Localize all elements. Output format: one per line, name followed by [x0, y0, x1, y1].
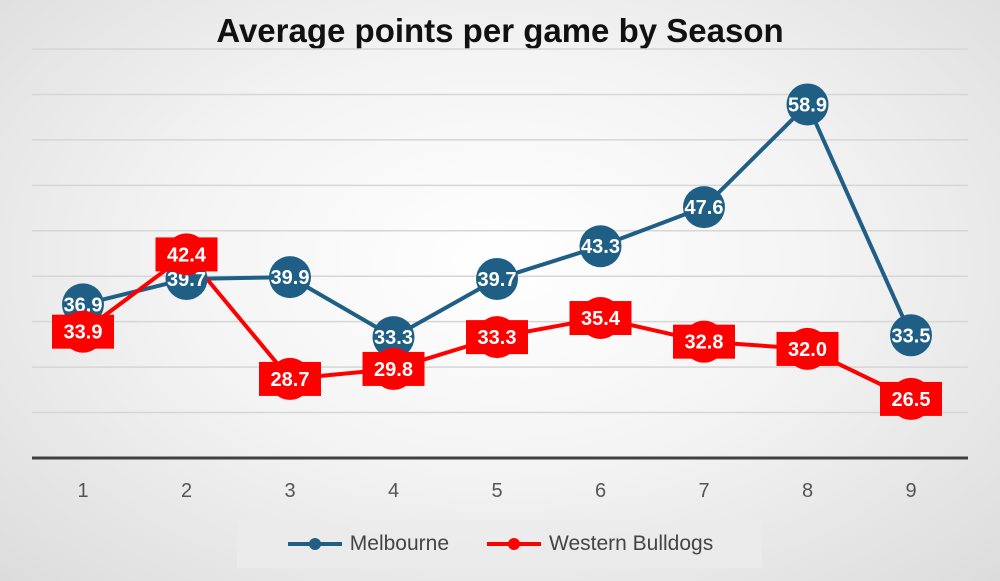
data-label-box-western-bulldogs: [259, 361, 321, 396]
data-label-western-bulldogs: 33.3: [478, 327, 517, 349]
x-tick-label: 7: [698, 480, 709, 502]
data-label-box-western-bulldogs: [880, 381, 942, 416]
legend-item-western-bulldogs: Western Bulldogs: [485, 532, 713, 556]
data-label-box-western-bulldogs: [155, 237, 218, 272]
data-point-melbourne: [372, 316, 415, 359]
data-label-western-bulldogs: 42.4: [167, 244, 207, 266]
legend-swatch-melbourne: [287, 538, 342, 550]
legend-label-western-bulldogs: Western Bulldogs: [549, 532, 714, 555]
legend-label-melbourne: Melbourne: [349, 532, 450, 555]
data-label-box-western-bulldogs: [776, 331, 839, 366]
x-tick-label: 8: [802, 480, 813, 502]
x-tick-label: 1: [77, 480, 88, 502]
data-label-melbourne: 58.9: [788, 94, 827, 116]
data-label-western-bulldogs: 33.9: [64, 322, 103, 344]
legend-swatch-western-bulldogs: [487, 538, 542, 550]
data-label-western-bulldogs: 35.4: [581, 308, 621, 330]
chart-title: Average points per game by Season: [216, 12, 784, 49]
data-point-melbourne: [890, 314, 932, 357]
data-label-box-western-bulldogs: [362, 351, 425, 386]
data-label-melbourne: 33.5: [892, 325, 931, 347]
legend-item-melbourne: Melbourne: [286, 532, 449, 556]
data-label-melbourne: 39.7: [478, 269, 517, 291]
data-label-melbourne: 47.6: [685, 197, 724, 219]
data-label-melbourne: 39.7: [167, 269, 206, 291]
legend: Melbourne Western Bulldogs: [237, 520, 762, 568]
data-label-western-bulldogs: 26.5: [892, 389, 931, 411]
x-tick-label: 3: [284, 480, 295, 502]
data-point-melbourne: [476, 257, 518, 300]
data-label-box-western-bulldogs: [569, 301, 632, 336]
data-point-melbourne: [683, 186, 725, 229]
data-point-melbourne: [269, 256, 311, 299]
data-label-melbourne: 39.9: [271, 267, 310, 289]
data-label-melbourne: 43.3: [581, 236, 620, 258]
data-label-western-bulldogs: 29.8: [374, 359, 413, 381]
data-label-western-bulldogs: 32.8: [685, 332, 724, 354]
data-label-melbourne: 36.9: [64, 294, 103, 316]
data-label-melbourne: 33.3: [374, 327, 413, 349]
data-label-western-bulldogs: 28.7: [271, 369, 310, 391]
x-tick-label: 6: [595, 480, 606, 502]
x-tick-label: 5: [491, 480, 502, 502]
data-label-box-western-bulldogs: [52, 314, 114, 349]
data-label-western-bulldogs: 32.0: [788, 339, 827, 361]
data-point-melbourne: [579, 225, 622, 268]
data-label-box-western-bulldogs: [466, 320, 528, 355]
x-tick-label: 4: [388, 480, 399, 502]
x-tick-label: 9: [905, 480, 916, 502]
x-tick-label: 2: [181, 480, 192, 502]
data-point-melbourne: [786, 83, 829, 126]
data-label-box-western-bulldogs: [673, 324, 735, 359]
